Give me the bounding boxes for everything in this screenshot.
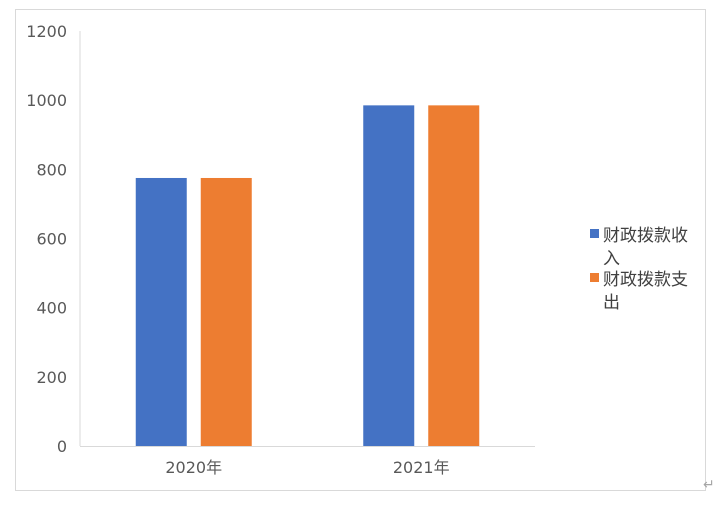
legend-label: 入	[603, 249, 620, 269]
legend-label: 财政拨款收	[603, 226, 688, 246]
x-axis: 2020年 2021年	[80, 446, 535, 477]
bar-income	[363, 105, 415, 447]
legend-swatch	[590, 273, 599, 282]
y-axis: 0 200 400 600 800 1000 1200	[26, 22, 81, 456]
return-mark: ↵	[703, 477, 715, 493]
legend-label: 财政拨款支	[603, 270, 688, 290]
bars	[135, 105, 480, 447]
bar-income	[135, 177, 187, 446]
bar-expense	[200, 177, 252, 446]
chart-frame	[15, 9, 706, 491]
x-tick-label: 2021年	[393, 458, 450, 477]
legend-label: 出	[603, 293, 620, 313]
legend-swatch	[590, 229, 599, 238]
y-tick-label: 800	[36, 160, 67, 179]
y-tick-label: 400	[36, 299, 67, 318]
y-tick-label: 600	[36, 230, 67, 249]
bar-expense	[428, 105, 480, 447]
y-tick-label: 200	[36, 368, 67, 387]
y-tick-label: 0	[57, 437, 67, 456]
y-tick-label: 1000	[26, 91, 67, 110]
x-tick-label: 2020年	[165, 458, 222, 477]
y-tick-label: 1200	[26, 22, 67, 41]
